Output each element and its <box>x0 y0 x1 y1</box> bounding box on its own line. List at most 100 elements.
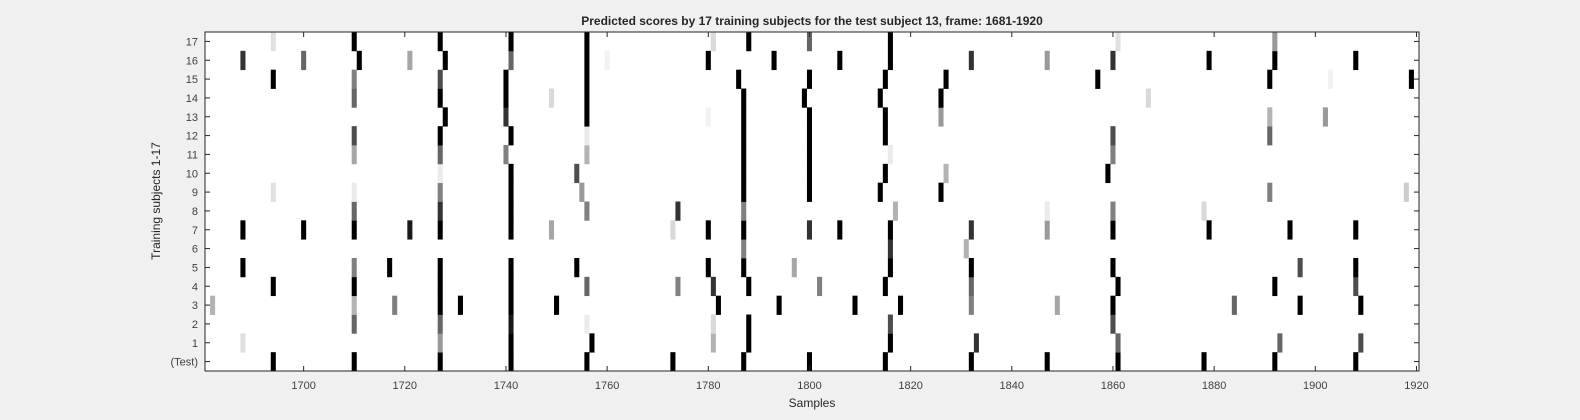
heatmap-cell <box>746 276 752 297</box>
heatmap-cell <box>710 276 716 297</box>
heatmap-cell <box>877 182 883 202</box>
heatmap-cell <box>548 220 555 240</box>
heatmap-cell <box>604 50 610 71</box>
heatmap-cell <box>938 88 944 108</box>
heatmap-cell <box>746 32 752 52</box>
heatmap-cell <box>741 352 747 372</box>
heatmap-cell <box>963 239 969 259</box>
heatmap-cell <box>1110 295 1116 315</box>
heatmap-cell <box>806 163 812 184</box>
heatmap-cell <box>887 32 893 52</box>
heatmap-cell <box>741 163 747 184</box>
heatmap-cell <box>1110 50 1116 71</box>
heatmap-cell <box>351 32 357 52</box>
heatmap-cell <box>1054 295 1060 315</box>
x-axis-label: Samples <box>789 396 836 410</box>
heatmap-cell <box>270 352 276 372</box>
y-tick-label: 1 <box>192 338 198 350</box>
heatmap-cell <box>882 276 888 297</box>
heatmap-cell <box>1287 220 1293 240</box>
heatmap-cell <box>887 239 893 259</box>
heatmap-cell <box>887 333 893 353</box>
heatmap-cell <box>584 352 590 372</box>
heatmap-cell <box>882 352 888 372</box>
y-tick-label: 5 <box>192 262 198 274</box>
heatmap-cell <box>584 50 590 71</box>
heatmap-cell <box>351 126 357 146</box>
heatmap-cell <box>1322 107 1328 127</box>
heatmap-cell <box>1267 182 1273 202</box>
heatmap-cell <box>887 50 893 71</box>
heatmap-cell <box>351 258 357 278</box>
heatmap-cell <box>806 352 812 372</box>
heatmap-cell <box>1403 182 1409 202</box>
x-tick-label: 1720 <box>393 380 417 392</box>
heatmap-cell <box>442 107 448 127</box>
heatmap-cell <box>968 258 974 278</box>
heatmap-cell <box>943 69 949 89</box>
y-tick-label: 7 <box>192 225 198 237</box>
heatmap-cell <box>437 126 443 146</box>
heatmap-cell <box>508 333 514 353</box>
heatmap-cell <box>1267 69 1273 89</box>
heatmap-cell <box>1115 32 1121 52</box>
heatmap-cell <box>741 182 747 202</box>
x-tick-label: 1700 <box>291 380 315 392</box>
y-tick-label: 14 <box>186 93 198 105</box>
heatmap-cell <box>584 107 590 127</box>
heatmap-cell <box>351 88 357 108</box>
heatmap-cell <box>437 352 443 372</box>
heatmap-cell <box>791 258 797 278</box>
heatmap-cell <box>508 352 514 372</box>
heatmap-cell <box>806 107 812 127</box>
heatmap-cell <box>705 220 711 240</box>
heatmap-cell <box>1358 295 1364 315</box>
heatmap-cell <box>741 145 747 165</box>
heatmap-cell <box>741 201 747 221</box>
heatmap-cell <box>1044 352 1050 372</box>
heatmap-cell <box>1044 220 1050 240</box>
heatmap-cell <box>240 333 246 353</box>
heatmap-cell <box>1353 276 1359 297</box>
heatmap-cell <box>387 258 393 278</box>
heatmap-cell <box>548 88 555 108</box>
heatmap-cell <box>508 32 514 52</box>
heatmap-cell <box>675 276 681 297</box>
heatmap-cell <box>801 88 807 108</box>
heatmap-cell <box>670 220 676 240</box>
heatmap-cell <box>741 88 747 108</box>
heatmap-cell <box>437 88 443 108</box>
heatmap-cell <box>508 314 514 334</box>
heatmap-cell <box>503 145 509 165</box>
heatmap-cell <box>503 107 509 127</box>
heatmap-cells <box>210 32 1414 372</box>
heatmap-cell <box>508 163 514 184</box>
heatmap-cell <box>301 220 307 240</box>
heatmap-cell <box>584 201 590 221</box>
heatmap-cell <box>892 201 898 221</box>
heatmap-cell <box>1206 50 1212 71</box>
heatmap-cell <box>1115 333 1121 353</box>
heatmap-cell <box>806 126 812 146</box>
heatmap-cell <box>806 220 812 240</box>
x-tick-label: 1780 <box>696 380 720 392</box>
y-tick-label: (Test) <box>171 357 199 369</box>
x-tick-label: 1760 <box>595 380 619 392</box>
heatmap-cell <box>1231 295 1237 315</box>
heatmap-cell <box>508 126 514 146</box>
heatmap-cell <box>351 220 357 240</box>
heatmap-cell <box>351 295 357 315</box>
heatmap-cell <box>741 107 747 127</box>
heatmap-cell <box>882 126 888 146</box>
heatmap-cell <box>1206 220 1212 240</box>
heatmap-cell <box>392 295 398 315</box>
heatmap-cell <box>351 69 357 89</box>
x-axis-ticks: 1700 1720 1740 1760 1780 1800 1820 1840 1860 1880… <box>291 32 1429 392</box>
heatmap-cell <box>897 295 904 315</box>
heatmap-cell <box>240 220 246 240</box>
heatmap-cell <box>943 163 949 184</box>
heatmap-cell <box>437 276 443 297</box>
heatmap-cell <box>1408 69 1414 89</box>
heatmap-cell <box>705 258 711 278</box>
